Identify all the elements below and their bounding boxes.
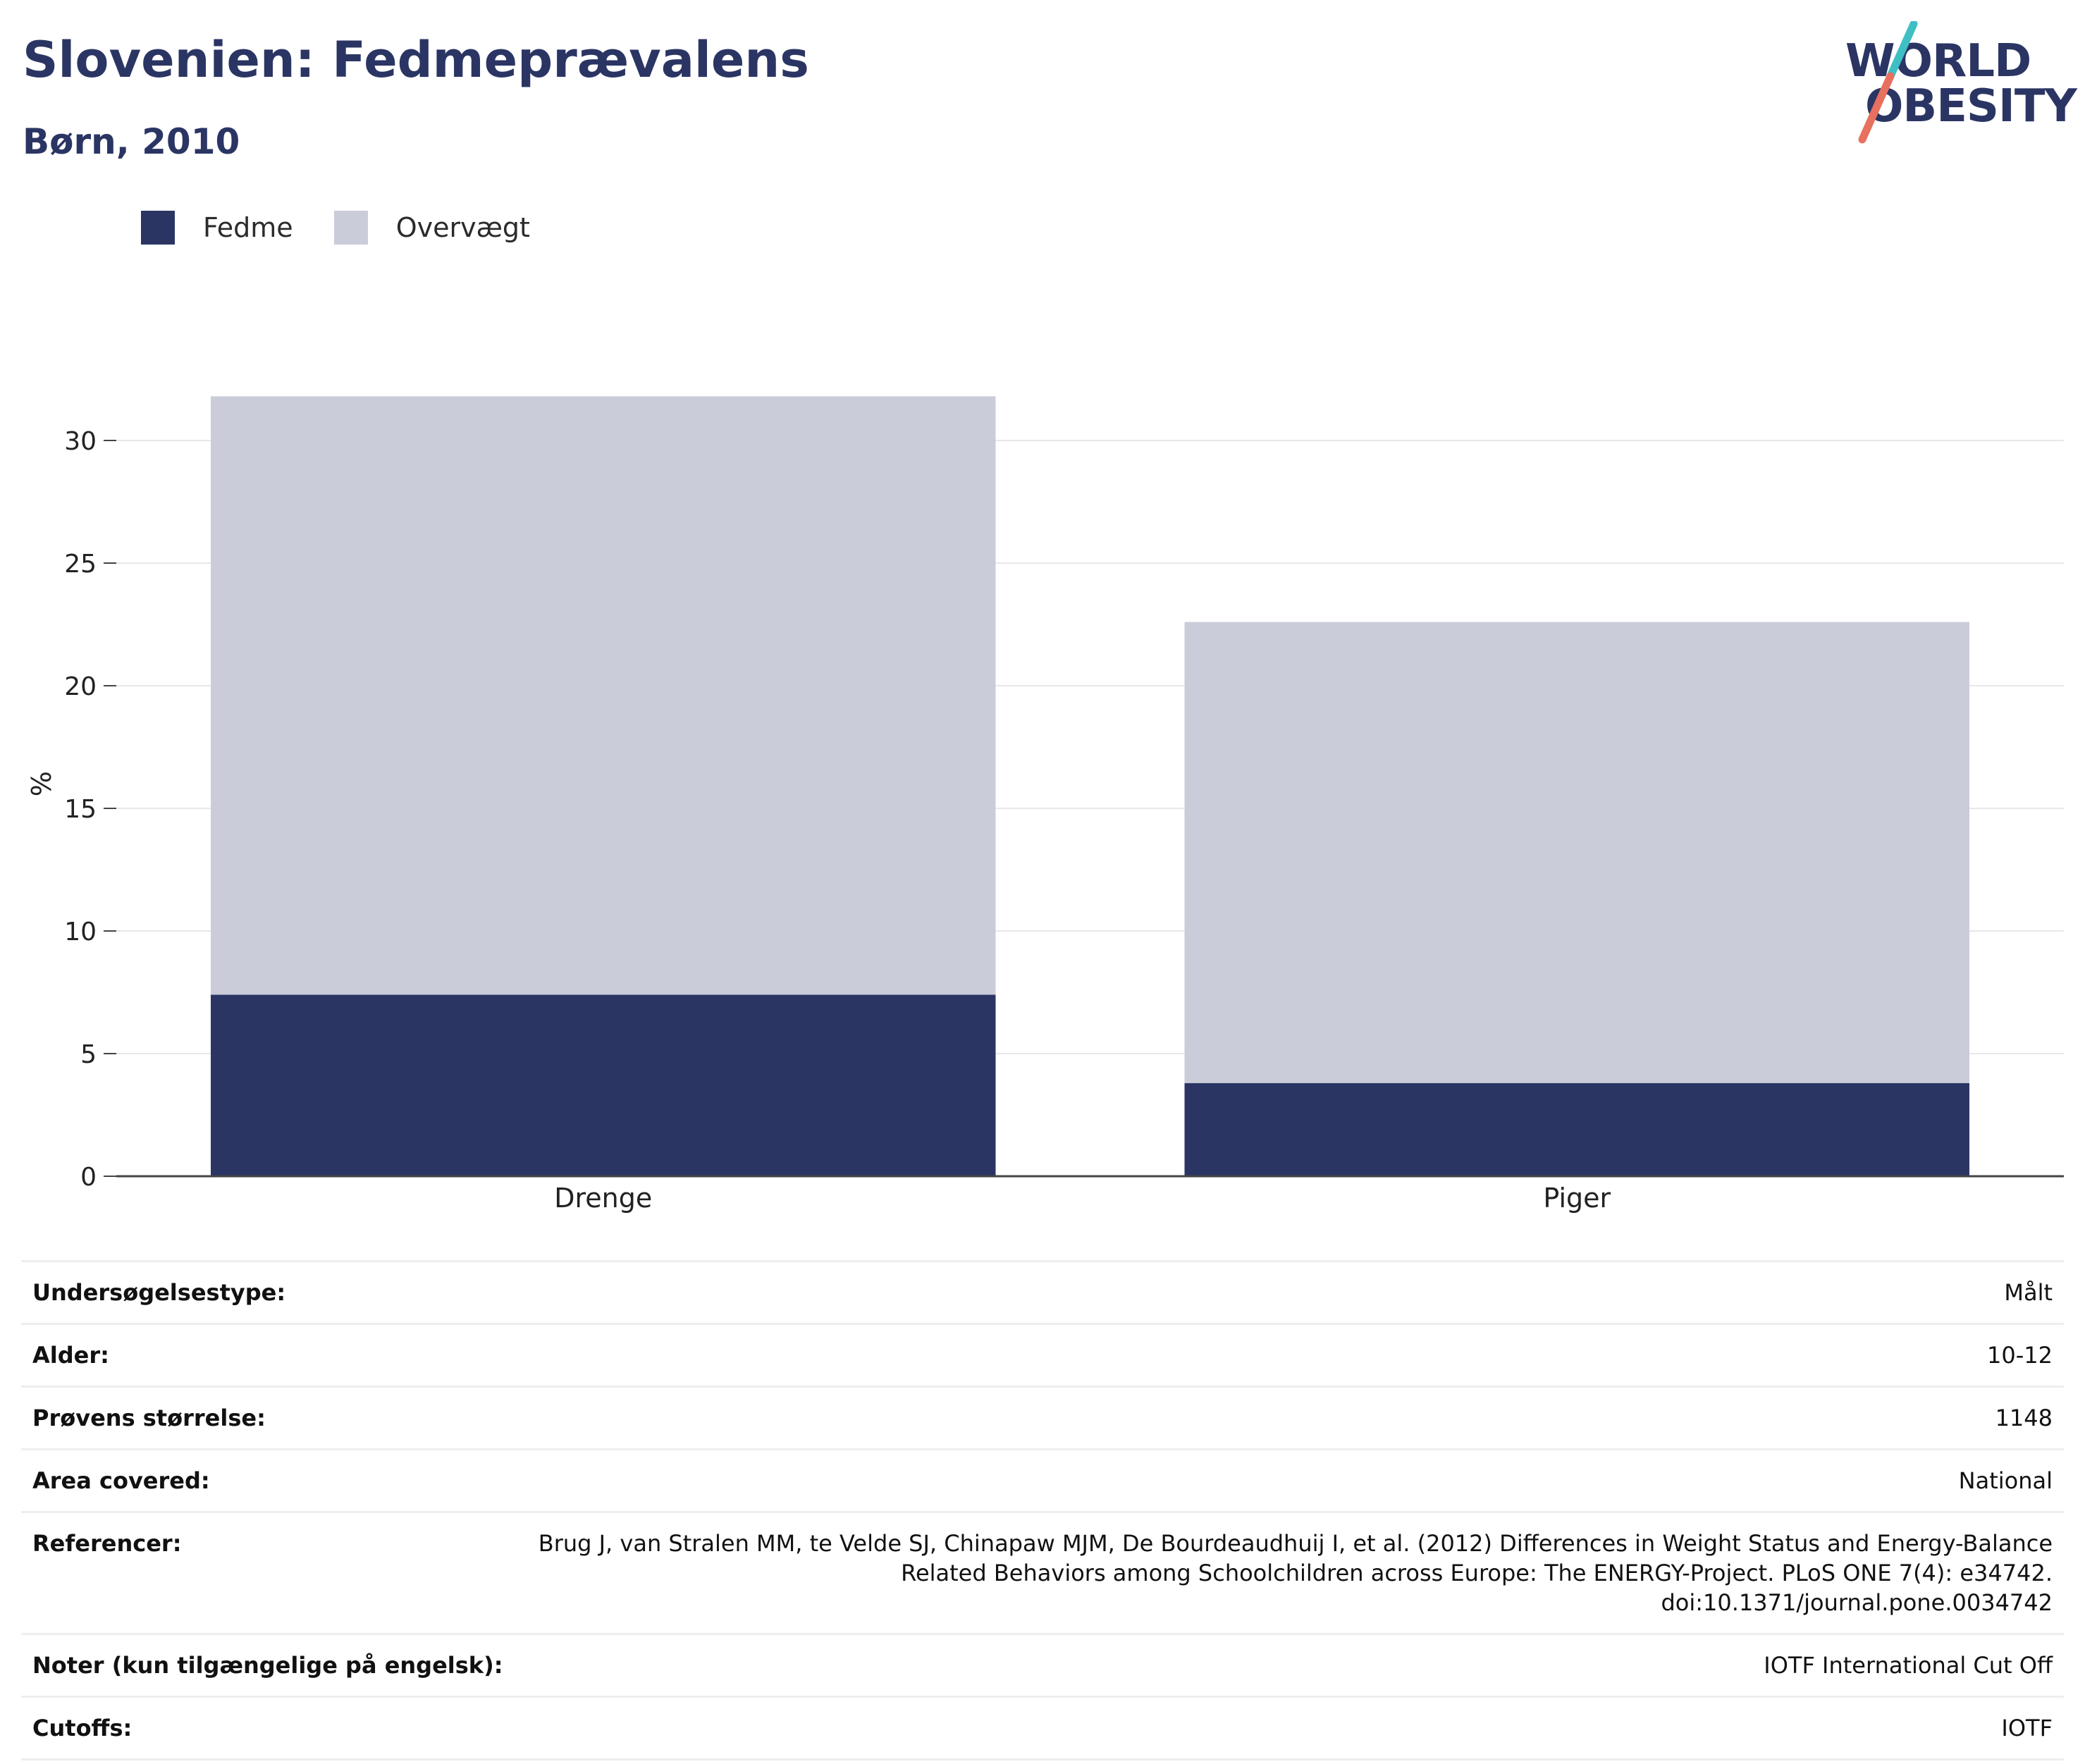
stacked-bar-chart: 0 5 10 15 20 25 30% Drenge Piger [26, 396, 2064, 1214]
row-label: Alder: [32, 1342, 109, 1369]
row-value: Brug J, van Stralen MM, te Velde SJ, Chi… [517, 1512, 2064, 1634]
table-row: Prøvens størrelse: 1148 [21, 1386, 2064, 1450]
legend-item-overvaegt[interactable]: Overvægt [333, 211, 530, 245]
bar-drenge-fedme[interactable] [211, 994, 996, 1176]
logo-slash-icon [1858, 21, 1918, 144]
reference-line: Related Behaviors among Schoolchildren a… [901, 1560, 2053, 1586]
row-label: Undersøgelsestype: [32, 1279, 286, 1306]
y-tick-label: 25 [64, 550, 97, 579]
chart-title: Slovenien: Fedmeprævalens [23, 31, 809, 89]
table-row: Undersøgelsestype: Målt [21, 1261, 2064, 1324]
table-row: Alder: 10-12 [21, 1324, 2064, 1387]
row-label: Prøvens størrelse: [32, 1405, 266, 1431]
y-tick-label: 5 [80, 1040, 97, 1069]
legend-swatch-fedme [141, 211, 175, 245]
logo-line-1: WORLD [1845, 35, 2031, 87]
y-tick-label: 20 [64, 672, 97, 701]
y-axis-title: % [26, 771, 57, 796]
table-row: Area covered: National [21, 1449, 2064, 1512]
row-value: IOTF International Cut Off [1764, 1652, 2053, 1679]
reference-line: Brug J, van Stralen MM, te Velde SJ, Chi… [538, 1530, 2053, 1557]
row-value: National [1958, 1467, 2053, 1494]
reference-line: doi:10.1371/journal.pone.0034742 [1661, 1589, 2053, 1616]
legend-swatch-overvaegt [333, 211, 368, 245]
row-value: Målt [2004, 1279, 2053, 1306]
bar-drenge-overvaegt[interactable] [211, 396, 996, 995]
row-label: Cutoffs: [32, 1715, 133, 1741]
table-row: Noter (kun tilgængelige på engelsk): IOTF… [21, 1634, 2064, 1697]
y-tick-label: 30 [64, 427, 97, 456]
table-row: Cutoffs: IOTF [21, 1696, 2064, 1760]
x-tick-label: Piger [1543, 1183, 1611, 1214]
y-tick-label: 10 [64, 918, 97, 946]
legend-label-overvaegt: Overvægt [395, 212, 530, 243]
table-row: Referencer: Brug J, van Stralen MM, te Ve… [21, 1512, 2064, 1634]
metadata-table: Undersøgelsestype: Målt Alder: 10-12 Prøvens… [21, 1260, 2064, 1760]
row-label: Area covered: [32, 1467, 210, 1494]
legend-label-fedme: Fedme [203, 212, 293, 243]
y-tick-label: 0 [80, 1163, 97, 1192]
legend-item-fedme[interactable]: Fedme [141, 211, 293, 245]
logo-line-2: OBESITY [1865, 80, 2077, 132]
row-value: IOTF [2001, 1715, 2053, 1741]
chart-legend: Fedme Overvægt [141, 208, 571, 247]
bar-piger-fedme[interactable] [1184, 1083, 1969, 1176]
bar-piger-overvaegt[interactable] [1184, 622, 1969, 1083]
y-tick-label: 15 [64, 795, 97, 824]
x-tick-label: Drenge [554, 1183, 652, 1214]
row-value: 10-12 [1987, 1342, 2053, 1369]
world-obesity-logo[interactable]: WORLD OBESITY [1833, 21, 2077, 148]
row-label: Noter (kun tilgængelige på engelsk): [32, 1652, 503, 1679]
row-label: Referencer: [32, 1530, 182, 1557]
row-value: 1148 [1995, 1405, 2053, 1431]
chart-subtitle: Børn, 2010 [23, 121, 240, 162]
